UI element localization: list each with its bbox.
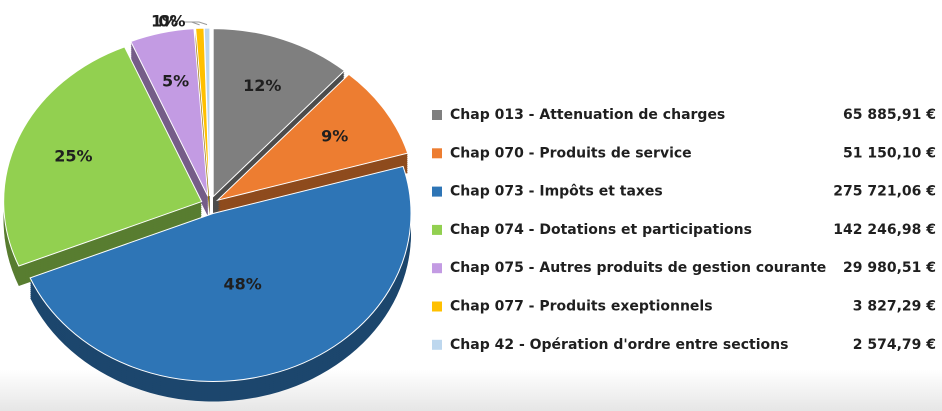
percent-label: 0%	[158, 12, 185, 31]
slice-side	[195, 42, 210, 211]
slice-side	[195, 38, 210, 207]
amount-label: 142 246,98 €	[833, 222, 936, 238]
slice	[212, 28, 346, 198]
legend-swatch	[432, 301, 442, 312]
amount-label: 51 150,10 €	[843, 145, 936, 161]
slice	[215, 73, 409, 202]
legend-swatch	[432, 339, 442, 350]
legend-label: Chap 013 - Attenuation de charges	[450, 107, 725, 123]
legend-swatch	[432, 263, 442, 274]
slice-side	[195, 36, 210, 205]
slice	[130, 28, 209, 197]
amount-label: 65 885,91 €	[843, 107, 936, 123]
legend-label: Chap 070 - Produits de service	[450, 145, 692, 161]
slice	[3, 46, 203, 267]
slice	[29, 165, 412, 382]
slice	[203, 27, 211, 197]
percent-label: 5%	[162, 71, 189, 90]
leader-line	[190, 21, 208, 26]
percent-label: 48%	[223, 274, 261, 293]
amount-label: 29 980,51 €	[843, 260, 936, 276]
amount-label: 275 721,06 €	[833, 184, 936, 200]
legend-swatch	[432, 148, 442, 159]
legend-swatch	[432, 110, 442, 120]
percent-label: 12%	[243, 76, 281, 95]
slice-side	[195, 40, 210, 209]
legend-label: Chap 073 - Impôts et taxes	[450, 184, 663, 200]
percent-label: 9%	[321, 127, 348, 146]
legend-label: Chap 42 - Opération d'ordre entre sectio…	[450, 337, 788, 353]
amount-label: 2 574,79 €	[853, 337, 936, 353]
legend-label: Chap 077 - Produits exeptionnels	[450, 299, 713, 315]
legend-label: Chap 075 - Autres produits de gestion co…	[450, 260, 826, 276]
legend-label: Chap 074 - Dotations et participations	[450, 222, 752, 238]
percent-label: 25%	[54, 147, 92, 166]
amount-label: 3 827,29 €	[853, 299, 936, 315]
legend-swatch	[432, 224, 442, 235]
legend-swatch	[432, 186, 442, 197]
percent-label: 1%	[151, 12, 178, 31]
